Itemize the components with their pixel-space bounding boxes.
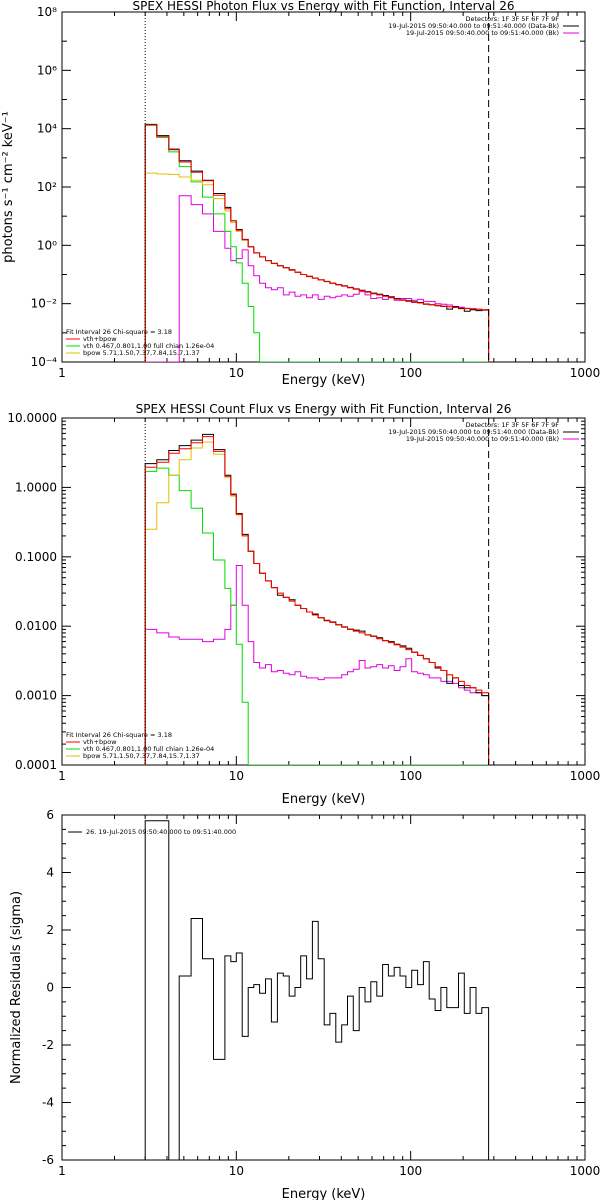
- legend-bottomleft-text: Fit Interval 26 Chi-square = 3.18: [66, 328, 172, 336]
- series-data-line: [144, 820, 490, 1160]
- x-axis-label: Energy (keV): [282, 792, 366, 807]
- x-tick-label: 10: [229, 366, 244, 380]
- x-tick-label: 1000: [570, 1164, 600, 1178]
- y-tick-label: 10²: [37, 180, 57, 194]
- legend-topright-text: 19-Jul-2015 09:50:40.000 to 09:51:40.000…: [388, 22, 559, 30]
- y-tick-label: 0.0100: [15, 619, 57, 633]
- series-group: [144, 433, 490, 765]
- x-tick-label: 10: [229, 769, 244, 783]
- legend-topright-text: 19-Jul-2015 09:50:40.000 to 09:51:40.000…: [406, 435, 559, 443]
- y-tick-label: 10⁴: [37, 122, 57, 136]
- series-bpow-line: [144, 172, 490, 362]
- series-total-line: [144, 124, 490, 362]
- y-tick-label: 10⁻⁴: [31, 355, 58, 369]
- x-axis-label: Energy (keV): [282, 1187, 366, 1200]
- y-tick-label: 2: [46, 923, 54, 937]
- legend-bottomleft-text: vth+bpow: [83, 335, 117, 343]
- x-tick-label: 100: [399, 769, 422, 783]
- x-tick-label: 1: [58, 769, 66, 783]
- y-tick-label: 0.0010: [15, 689, 57, 703]
- plot-frame: [61, 814, 586, 1161]
- y-tick-label: -6: [42, 1153, 54, 1167]
- series-bpow-line: [144, 441, 490, 765]
- legend-bottomleft-text: Fit Interval 26 Chi-square = 3.18: [66, 731, 172, 739]
- legend-bottomleft-text: bpow 5.71,1.50,7.37,7.84,15.7,1.37: [83, 349, 200, 357]
- x-tick-label: 100: [399, 1164, 422, 1178]
- legend-topleft-text: 26. 19-Jul-2015 09:50:40.000 to 09:51:40…: [86, 828, 236, 836]
- series-vth-line: [144, 124, 489, 362]
- legend-bottomleft-text: vth 0.467,0.801,1.00 full chian 1.26e-04: [83, 342, 214, 350]
- chart-title: SPEX HESSI Photon Flux vs Energy with Fi…: [133, 0, 515, 13]
- series-data-line: [144, 433, 490, 765]
- series-total-line: [144, 436, 490, 765]
- chart-panel-3: 1 10 100 1000 Energy (keV) -6 -4 -2 0 2 4 6 Normaliz…: [9, 808, 600, 1200]
- plot-frame: [61, 11, 586, 363]
- chart-panel-2: SPEX HESSI Count Flux vs Energy with Fit…: [7, 402, 600, 807]
- y-tick-label: 10⁰: [37, 238, 57, 252]
- y-axis-label: photons s⁻¹ cm⁻² keV⁻¹: [1, 111, 16, 263]
- series-group: [144, 123, 490, 362]
- legend-bottomleft-text: vth+bpow: [83, 738, 117, 746]
- y-tick-label: -2: [42, 1038, 54, 1052]
- legend-topright-text: 19-Jul-2015 09:50:40.000 to 09:51:40.000…: [388, 428, 559, 436]
- y-tick-label: -4: [42, 1096, 54, 1110]
- y-tick-label: 0.0001: [15, 758, 57, 772]
- series-vth-line: [144, 467, 489, 765]
- series-group: [144, 820, 490, 1160]
- y-tick-label: 10⁸: [37, 5, 57, 19]
- y-tick-label: 4: [46, 866, 54, 880]
- plot-frame: [61, 417, 586, 766]
- legend-topright-text: 19-Jul-2015 09:50:40.000 to 09:51:40.000…: [406, 29, 559, 37]
- y-tick-label: 6: [46, 808, 54, 822]
- y-tick-label: 10⁻²: [31, 297, 58, 311]
- x-tick-label: 100: [399, 366, 422, 380]
- series-bk-line: [144, 565, 490, 765]
- chart-panel-1: SPEX HESSI Photon Flux vs Energy with Fi…: [1, 0, 600, 388]
- x-tick-label: 1000: [570, 366, 600, 380]
- y-tick-label: 10.0000: [7, 411, 57, 425]
- y-tick-label: 0: [46, 981, 54, 995]
- x-tick-label: 1000: [570, 769, 600, 783]
- chart-title: SPEX HESSI Count Flux vs Energy with Fit…: [136, 402, 512, 416]
- legend-topright-text: Detectors: 1F 3F 5F 6F 7F 9F: [465, 15, 559, 23]
- y-axis-label: Normalized Residuals (sigma): [9, 891, 24, 1084]
- y-tick-label: 0.1000: [15, 550, 57, 564]
- x-tick-label: 1: [58, 366, 66, 380]
- legend-bottomleft-text: vth 0.467,0.801,1.00 full chian 1.26e-04: [83, 745, 214, 753]
- x-axis-label: Energy (keV): [282, 373, 366, 388]
- legend-bottomleft-text: bpow 5.71,1.50,7.37,7.84,15.7,1.37: [83, 752, 200, 760]
- x-tick-label: 1: [58, 1164, 66, 1178]
- series-bk-line: [145, 195, 490, 362]
- legend-topright-text: Detectors: 1F 3F 5F 6F 7F 9F: [465, 421, 559, 429]
- series-data-line: [144, 123, 490, 362]
- x-tick-label: 10: [229, 1164, 244, 1178]
- y-tick-label: 1.0000: [15, 480, 57, 494]
- y-tick-label: 10⁶: [37, 63, 57, 77]
